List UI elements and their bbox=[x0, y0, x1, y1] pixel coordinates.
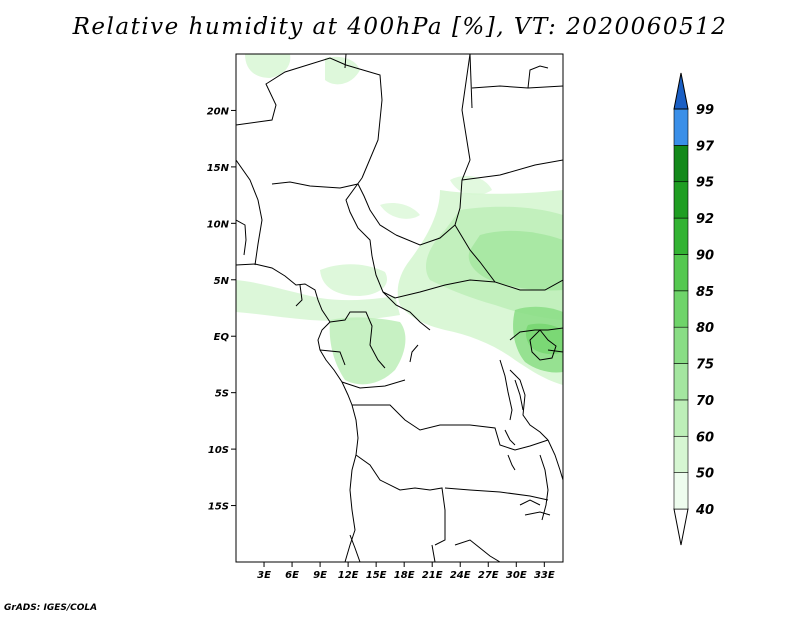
humid-area-victoria-core bbox=[525, 323, 563, 355]
humidity-shading bbox=[236, 54, 563, 385]
colorbar-label: 97 bbox=[696, 139, 715, 154]
humid-area-east-north bbox=[450, 175, 492, 196]
lon-tick-label: 9E bbox=[313, 570, 327, 581]
lat-tick-label: 5N bbox=[214, 276, 230, 287]
colorbar-bin bbox=[673, 435, 689, 473]
colorbar-bin bbox=[673, 290, 689, 328]
map-frame bbox=[235, 53, 564, 563]
lat-tick-label: 15S bbox=[208, 502, 229, 513]
colorbar-label: 80 bbox=[696, 321, 714, 336]
lat-tick-label: 5S bbox=[215, 389, 229, 400]
lon-tick-label: 24E bbox=[450, 570, 471, 581]
map-title: Relative humidity at 400hPa [%], VT: 202… bbox=[72, 14, 728, 40]
colorbar-bin bbox=[673, 145, 689, 183]
colorbar-label: 40 bbox=[695, 503, 714, 518]
latitude-ticks: 20N 15N 10N 5N EQ 5S 10S 15S bbox=[207, 106, 236, 513]
humid-area-north2 bbox=[325, 56, 360, 85]
colorbar-label: 50 bbox=[696, 467, 714, 482]
lon-tick-label: 33E bbox=[534, 570, 555, 581]
humid-area-central-core bbox=[468, 230, 563, 291]
colorbar-label: 70 bbox=[696, 394, 714, 409]
humid-area-congo bbox=[329, 317, 406, 385]
humid-area-nigeria bbox=[320, 264, 388, 296]
colorbar-bin bbox=[673, 181, 689, 219]
humid-area-north bbox=[245, 54, 291, 78]
lon-tick-label: 15E bbox=[366, 570, 387, 581]
lon-tick-label: 3E bbox=[257, 570, 271, 581]
grads-credit: GrADS: IGES/COLA bbox=[4, 603, 98, 613]
colorbar-label: 99 bbox=[696, 103, 714, 118]
lon-tick-label: 21E bbox=[422, 570, 443, 581]
lat-tick-label: 10N bbox=[207, 219, 230, 230]
colorbar-label: 90 bbox=[696, 248, 714, 263]
colorbar-label: 60 bbox=[696, 430, 714, 445]
colorbar-bin bbox=[673, 363, 689, 401]
colorbar-label: 85 bbox=[696, 285, 714, 300]
colorbar-extend-low bbox=[673, 508, 689, 546]
colorbar-bin bbox=[673, 254, 689, 292]
colorbar-bin bbox=[673, 472, 689, 510]
colorbar-bin bbox=[673, 326, 689, 364]
colorbar-bin bbox=[673, 399, 689, 437]
country-borders bbox=[236, 54, 563, 562]
lon-tick-label: 6E bbox=[285, 570, 299, 581]
colorbar-extend-high bbox=[673, 72, 689, 110]
lat-tick-label: 20N bbox=[207, 106, 230, 117]
colorbar-label: 75 bbox=[696, 358, 714, 373]
lon-tick-label: 27E bbox=[478, 570, 499, 581]
humid-area-west-fleck bbox=[380, 203, 420, 219]
lat-tick-label: 10S bbox=[208, 445, 229, 456]
lat-tick-label: 15N bbox=[207, 163, 230, 174]
lat-tick-label: EQ bbox=[214, 332, 230, 343]
colorbar-bin bbox=[673, 217, 689, 255]
longitude-ticks: 3E 6E 9E 12E 15E 18E 21E 24E 27E 30E 33E bbox=[257, 562, 555, 581]
lon-tick-label: 18E bbox=[394, 570, 415, 581]
colorbar-label: 95 bbox=[696, 176, 714, 191]
colorbar: 40 50 60 70 75 80 85 90 92 95 97 99 bbox=[673, 72, 715, 546]
colorbar-bin bbox=[673, 108, 689, 146]
lon-tick-label: 30E bbox=[506, 570, 527, 581]
lon-tick-label: 12E bbox=[338, 570, 359, 581]
colorbar-label: 92 bbox=[696, 212, 714, 227]
